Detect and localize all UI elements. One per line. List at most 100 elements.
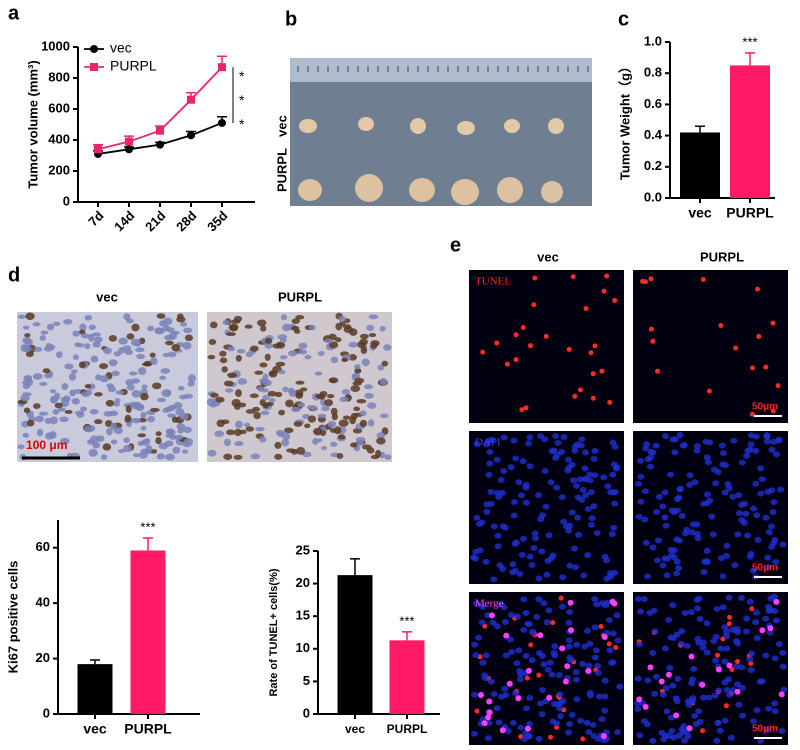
nucleus-blue xyxy=(540,661,548,668)
point xyxy=(187,95,195,104)
cell xyxy=(22,325,30,330)
nucleus-blue xyxy=(493,705,501,712)
nucleus-blue xyxy=(512,455,520,462)
cell xyxy=(147,325,155,332)
nucleus-blue xyxy=(643,721,651,728)
nucleus-blue xyxy=(510,512,518,519)
nucleus-blue xyxy=(536,700,544,707)
nucleus-blue xyxy=(607,573,615,580)
nucleus-blue xyxy=(757,490,765,497)
nucleus-blue xyxy=(600,474,608,481)
nucleus-blue xyxy=(560,518,568,525)
nucleus-blue xyxy=(634,480,642,487)
cell xyxy=(337,434,346,440)
nucleus-blue xyxy=(591,596,599,603)
nucleus-blue xyxy=(671,449,679,456)
nucleus-blue xyxy=(585,662,593,669)
nucleus-blue xyxy=(673,558,681,565)
cell xyxy=(140,426,147,431)
cell xyxy=(295,392,304,399)
cell xyxy=(237,378,248,385)
nucleus-merge xyxy=(665,671,672,678)
y-tick-label: 20 xyxy=(36,650,50,665)
x-tick-label: 28d xyxy=(173,208,199,234)
nucleus-blue xyxy=(722,462,730,469)
nucleus-blue xyxy=(520,596,528,603)
cell xyxy=(137,367,147,376)
nucleus-red xyxy=(531,302,537,308)
nucleus-blue xyxy=(608,659,616,666)
nucleus-red xyxy=(580,736,586,742)
nucleus-blue xyxy=(703,649,711,656)
point xyxy=(125,145,133,154)
cell xyxy=(110,422,117,430)
cell xyxy=(282,323,291,332)
cell xyxy=(359,338,368,346)
cell xyxy=(56,351,63,359)
cell xyxy=(21,392,32,397)
nucleus-blue xyxy=(727,734,735,741)
nucleus-blue xyxy=(659,562,667,569)
nucleus-blue xyxy=(535,596,543,603)
cell xyxy=(214,430,225,438)
cell xyxy=(17,314,26,320)
nucleus-red xyxy=(749,411,755,417)
cell xyxy=(366,324,375,331)
nucleus-blue xyxy=(522,652,530,659)
nucleus-merge xyxy=(567,599,574,606)
nucleus-blue xyxy=(695,708,703,715)
nucleus-blue xyxy=(644,573,652,580)
nucleus-red xyxy=(494,340,500,346)
nucleus-blue xyxy=(471,691,479,698)
nucleus-merge xyxy=(568,627,575,634)
nucleus-blue xyxy=(590,455,598,462)
nucleus-blue xyxy=(637,608,645,615)
nucleus-blue xyxy=(668,552,676,559)
nucleus-blue xyxy=(483,508,491,515)
cell xyxy=(48,344,56,350)
nucleus-merge xyxy=(611,600,618,607)
cell xyxy=(32,322,41,327)
cell xyxy=(219,350,227,357)
cell xyxy=(141,384,148,389)
cell xyxy=(89,435,100,443)
cell xyxy=(290,325,300,331)
nucleus-blue xyxy=(568,711,576,718)
nucleus-merge xyxy=(488,612,495,619)
cell xyxy=(156,453,166,460)
nucleus-blue xyxy=(721,658,729,665)
nucleus-blue xyxy=(754,536,762,543)
annotation: * xyxy=(239,68,245,84)
nucleus-blue xyxy=(653,509,661,516)
nucleus-blue xyxy=(530,544,538,551)
cell xyxy=(93,419,103,425)
nucleus-blue xyxy=(635,513,643,520)
nucleus-blue xyxy=(661,514,669,521)
nucleus-blue xyxy=(556,691,564,698)
nucleus-red xyxy=(550,620,556,626)
nucleus-blue xyxy=(612,465,620,472)
cell xyxy=(38,411,49,416)
nucleus-blue xyxy=(541,468,549,475)
tumor xyxy=(298,179,322,201)
cell xyxy=(23,345,32,353)
nucleus-blue xyxy=(779,663,787,670)
cell xyxy=(364,392,374,399)
cell xyxy=(124,349,134,355)
nucleus-red xyxy=(520,325,526,331)
cell xyxy=(278,409,286,416)
nucleus-red xyxy=(604,273,610,279)
nucleus-blue xyxy=(582,492,590,499)
cell xyxy=(20,394,30,402)
cell xyxy=(90,355,99,363)
nucleus-red xyxy=(718,322,724,328)
nucleus-blue xyxy=(735,510,743,517)
nucleus-blue xyxy=(661,489,669,496)
nucleus-blue xyxy=(663,572,671,579)
y-tick-label: 10 xyxy=(296,640,310,655)
nucleus-red xyxy=(726,621,732,627)
nucleus-red xyxy=(583,306,589,312)
cell xyxy=(333,426,342,435)
cell xyxy=(379,377,387,386)
nucleus-blue xyxy=(673,496,681,503)
